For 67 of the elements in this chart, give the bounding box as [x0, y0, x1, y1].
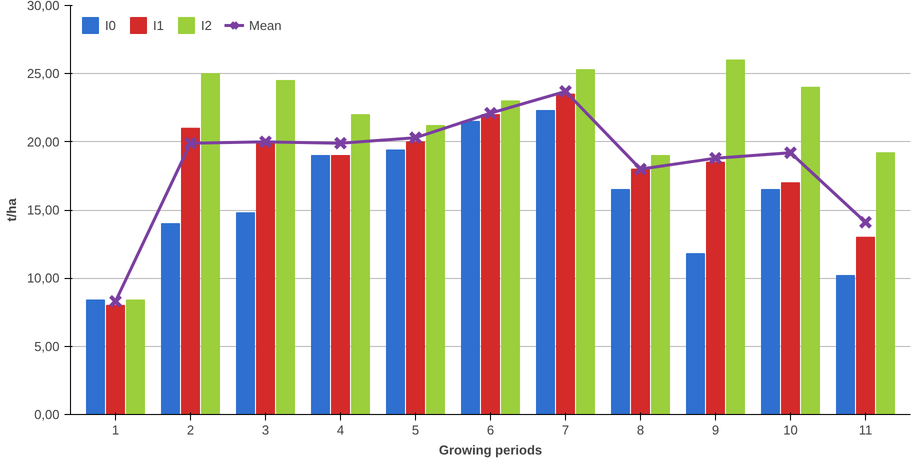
bar	[726, 60, 745, 414]
x-tick-label: 9	[712, 422, 720, 438]
bar	[331, 154, 350, 414]
bar	[236, 212, 255, 414]
y-tick-label: 10,00	[26, 270, 60, 286]
point	[634, 162, 648, 176]
bar	[126, 299, 145, 414]
x-tick-label: 3	[262, 422, 270, 438]
bar	[426, 124, 445, 414]
bar	[106, 304, 125, 414]
bar	[706, 162, 725, 414]
x-tick-label: 1	[112, 422, 120, 438]
bar	[556, 94, 575, 414]
bar	[481, 114, 500, 414]
bar	[836, 274, 855, 414]
point	[408, 130, 422, 145]
point	[784, 146, 798, 160]
bar	[86, 299, 105, 414]
y-tick-label: 30,00	[26, 0, 60, 13]
point	[484, 106, 498, 120]
bar	[631, 168, 650, 414]
legend-label: I0	[105, 18, 117, 32]
y-tick-label: 25,00	[26, 66, 60, 82]
bar	[686, 253, 705, 414]
bar	[501, 100, 520, 414]
x-axis-title: Growing periods	[438, 442, 542, 458]
point	[858, 215, 872, 230]
point	[258, 134, 272, 149]
x-tick-label: 2	[186, 422, 194, 438]
bar	[781, 182, 800, 414]
x-tick-label: 11	[858, 422, 872, 438]
x-tick-label: 5	[412, 422, 420, 438]
legend-label: I2	[201, 18, 213, 32]
y-axis-title: t/ha	[4, 198, 19, 222]
x-tick-label: 8	[636, 422, 644, 438]
bar	[351, 114, 370, 414]
legend-label: Mean	[249, 18, 282, 32]
bar	[536, 110, 555, 414]
x-tick-label: 4	[336, 422, 344, 438]
bar	[181, 128, 200, 414]
y-tick-label: 0,00	[34, 407, 60, 422]
x-tick-label: 10	[783, 422, 798, 438]
bar	[761, 189, 780, 414]
bar	[576, 69, 595, 414]
bar	[876, 152, 895, 414]
y-tick-label: 15,00	[26, 202, 60, 218]
point	[184, 136, 198, 150]
x-tick-label: 7	[562, 422, 570, 438]
bar	[801, 86, 820, 414]
bar	[161, 223, 180, 414]
x-tick-label: 6	[486, 422, 494, 438]
bar	[201, 73, 220, 414]
bar	[856, 236, 875, 414]
bar	[386, 150, 405, 414]
point	[334, 136, 348, 150]
bar	[406, 141, 425, 414]
bar	[611, 189, 630, 414]
point	[708, 151, 722, 166]
bar	[311, 154, 330, 414]
bar	[651, 154, 670, 414]
bar	[276, 80, 295, 414]
y-tick-label: 5,00	[34, 338, 60, 354]
point	[108, 294, 122, 308]
bar	[461, 120, 480, 414]
point	[558, 84, 572, 98]
y-tick-label: 20,00	[26, 134, 60, 150]
legend-label: I1	[153, 18, 165, 32]
